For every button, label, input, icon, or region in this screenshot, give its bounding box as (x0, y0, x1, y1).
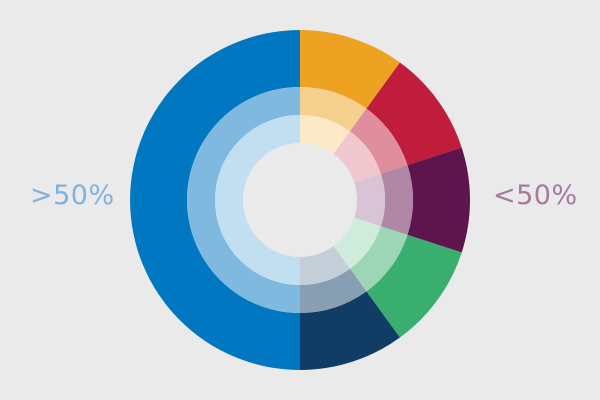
slice-2-inner-ring (333, 131, 381, 183)
left-label: >50% (30, 180, 115, 211)
slice-1-outer-ring (300, 30, 400, 109)
slice-5-middle-ring (300, 268, 367, 313)
right-label: <50% (493, 180, 578, 211)
slice-4-middle-ring (349, 226, 408, 292)
slice-0-outer-ring (130, 30, 300, 370)
slice-2-outer-ring (366, 62, 462, 166)
slice-5-outer-ring (300, 291, 400, 370)
slice-3-outer-ring (407, 147, 470, 253)
slice-1-inner-ring (300, 115, 350, 154)
slice-4-outer-ring (366, 234, 462, 338)
slice-0-middle-ring (187, 87, 300, 313)
slice-2-middle-ring (349, 108, 408, 174)
slice-3-inner-ring (354, 173, 385, 227)
slice-5-inner-ring (300, 246, 350, 285)
slice-0-inner-ring (215, 115, 300, 285)
slice-1-middle-ring (300, 87, 367, 132)
slice-4-inner-ring (333, 217, 381, 269)
slice-3-middle-ring (380, 165, 414, 235)
